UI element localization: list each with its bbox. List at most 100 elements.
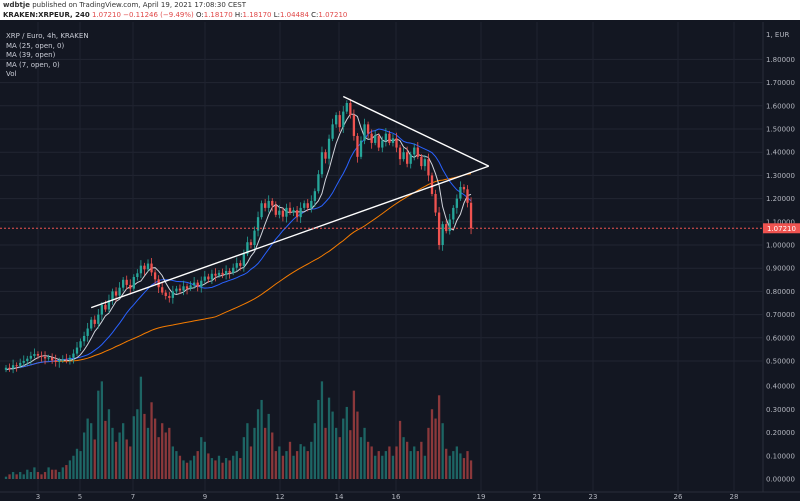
legend-title: XRP / Euro, 4h, KRAKEN — [6, 32, 89, 40]
time-tick-label: 19 — [477, 493, 486, 501]
volume-bar — [168, 427, 171, 479]
volume-bar — [11, 472, 15, 479]
volume-bar — [111, 427, 114, 479]
volume-bar — [267, 413, 270, 479]
candle-body — [335, 115, 338, 125]
candle-body — [65, 359, 68, 361]
candle-body — [207, 276, 210, 280]
volume-bar — [345, 406, 348, 479]
candle-body — [239, 263, 242, 266]
volume-bar — [303, 446, 306, 479]
candle-body — [118, 287, 121, 296]
volume-bar — [469, 460, 473, 479]
candle-body — [445, 224, 448, 232]
candle-body — [303, 203, 306, 208]
candle-body — [210, 273, 214, 280]
candle-body — [363, 124, 366, 141]
price-tick-label: 0.80000 — [766, 288, 795, 296]
volume-bar — [274, 451, 277, 479]
volume-bar — [224, 458, 228, 479]
volume-bar — [388, 446, 391, 479]
candle-body — [295, 210, 299, 218]
volume-bar — [61, 467, 64, 479]
candle-body — [452, 207, 455, 220]
volume-bar — [434, 418, 437, 479]
time-tick-label: 7 — [131, 493, 135, 501]
volume-bar — [441, 423, 444, 479]
volume-bar — [36, 472, 40, 479]
time-tick-label: 16 — [392, 493, 401, 501]
candle-body — [19, 362, 22, 366]
volume-bar — [455, 446, 458, 479]
volume-bar — [324, 427, 327, 479]
legend-vol: Vol — [6, 70, 17, 78]
candle-body — [228, 270, 231, 273]
price-tick-label: 1.20000 — [766, 195, 795, 203]
time-tick-label: 14 — [335, 493, 344, 501]
volume-bar — [136, 409, 139, 479]
volume-bar — [395, 446, 398, 479]
volume-bar — [306, 451, 309, 479]
volume-bar — [164, 432, 167, 479]
price-tick-label: 1.60000 — [766, 102, 795, 110]
candle-body — [114, 291, 118, 296]
volume-bar — [65, 465, 68, 479]
candle-body — [68, 357, 72, 360]
volume-bar — [161, 423, 164, 479]
volume-bar — [125, 439, 128, 479]
volume-bar — [114, 441, 118, 479]
volume-tick-label: 0.10000 — [766, 452, 795, 460]
price-tick-label: 1.10000 — [766, 218, 795, 226]
candle-body — [437, 212, 441, 245]
candle-body — [434, 193, 437, 213]
candle-body — [189, 285, 192, 289]
candle-body — [377, 135, 380, 148]
candle-body — [86, 328, 89, 336]
volume-bar — [72, 455, 75, 479]
candle-body — [75, 347, 79, 354]
volume-tick-label: 0.20000 — [766, 429, 795, 437]
last-price-badge — [763, 223, 800, 234]
candle-body — [193, 282, 196, 286]
candle-body — [61, 359, 64, 361]
legend-ma1: MA (25, open, 0) — [6, 41, 65, 50]
time-tick-label: 23 — [589, 493, 598, 501]
candle-body — [313, 191, 316, 201]
candle-body — [391, 138, 395, 143]
volume-bar — [104, 420, 107, 479]
volume-bar — [317, 399, 320, 479]
price-tick-label: 1.40000 — [766, 149, 795, 157]
volume-bar — [33, 467, 36, 479]
candle-body — [370, 133, 373, 143]
candle-body — [267, 200, 270, 208]
candle-body — [409, 154, 412, 164]
candle-body — [253, 230, 256, 245]
candle-body — [136, 273, 139, 278]
candle-body — [72, 353, 75, 358]
volume-bar — [171, 446, 174, 479]
volume-bar — [264, 427, 267, 479]
candle-body — [324, 152, 327, 159]
volume-bar — [335, 427, 338, 479]
candle-body — [4, 367, 8, 370]
volume-bar — [391, 455, 395, 479]
candle-body — [398, 147, 402, 160]
volume-bar — [384, 451, 387, 479]
volume-bar — [143, 413, 146, 479]
candle-body — [384, 133, 387, 141]
candle-body — [288, 207, 292, 213]
candle-body — [342, 111, 345, 128]
volume-bar — [178, 455, 182, 479]
volume-bar — [40, 474, 43, 479]
price-tick-label: 0.70000 — [766, 311, 795, 319]
candle-body — [455, 198, 458, 208]
volume-bar — [271, 432, 274, 479]
time-tick-label: 26 — [674, 493, 683, 501]
volume-bar — [185, 462, 189, 479]
candle-body — [264, 203, 267, 208]
price-tick-label: 1.50000 — [766, 126, 795, 134]
price-change: −0.11246 (−9.49%) — [123, 11, 194, 19]
price-tick-label: 1.80000 — [766, 56, 795, 64]
volume-bar — [207, 453, 210, 479]
